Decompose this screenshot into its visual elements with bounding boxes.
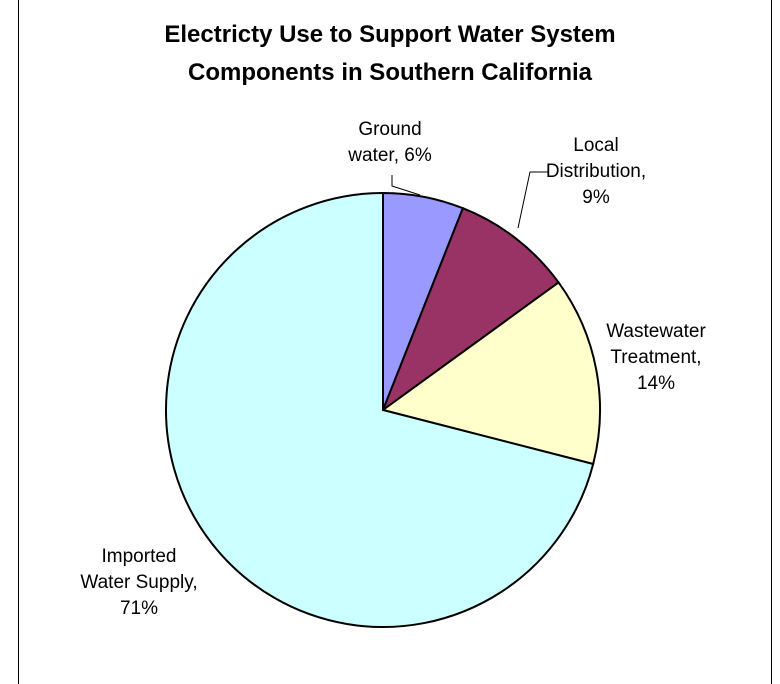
slice-label-line: 71%	[120, 598, 158, 619]
slice-label-line: water, 6%	[347, 145, 432, 166]
slice-label-imported-water-supply: Imported Water Supply, 71%	[80, 546, 197, 619]
slice-label-line: Wastewater	[606, 321, 706, 342]
leader-line-ground-water	[391, 175, 421, 196]
slice-label-line: Local	[573, 135, 618, 156]
slice-labels: Ground water, 6% Local Distribution, 9% Waste…	[80, 119, 706, 619]
slice-label-ground-water: Ground water, 6%	[347, 119, 432, 166]
slice-label-line: Imported	[102, 546, 177, 567]
chart-title-line-2: Components in Southern California	[188, 59, 593, 86]
slice-label-line: Ground	[358, 119, 421, 140]
chart-frame	[18, 0, 772, 684]
chart-title-line-1: Electricty Use to Support Water System	[164, 21, 615, 48]
pie-slice-wastewater-treatment	[380, 281, 601, 466]
slice-label-line: Treatment,	[610, 347, 701, 368]
pie-slices	[165, 191, 601, 628]
slice-label-line: 14%	[637, 373, 675, 394]
pie-slice-imported-water-supply	[165, 191, 595, 628]
slice-label-line: Distribution,	[546, 161, 646, 182]
slice-label-line: Water Supply,	[80, 572, 197, 593]
pie-slice-local-distribution	[380, 206, 560, 413]
slice-label-local-distribution: Local Distribution, 9%	[546, 135, 646, 208]
leader-line-local-distribution	[517, 171, 548, 229]
leader-lines	[391, 171, 548, 229]
slice-label-wastewater-treatment: Wastewater Treatment, 14%	[606, 321, 706, 394]
slice-label-line: 9%	[582, 187, 610, 208]
